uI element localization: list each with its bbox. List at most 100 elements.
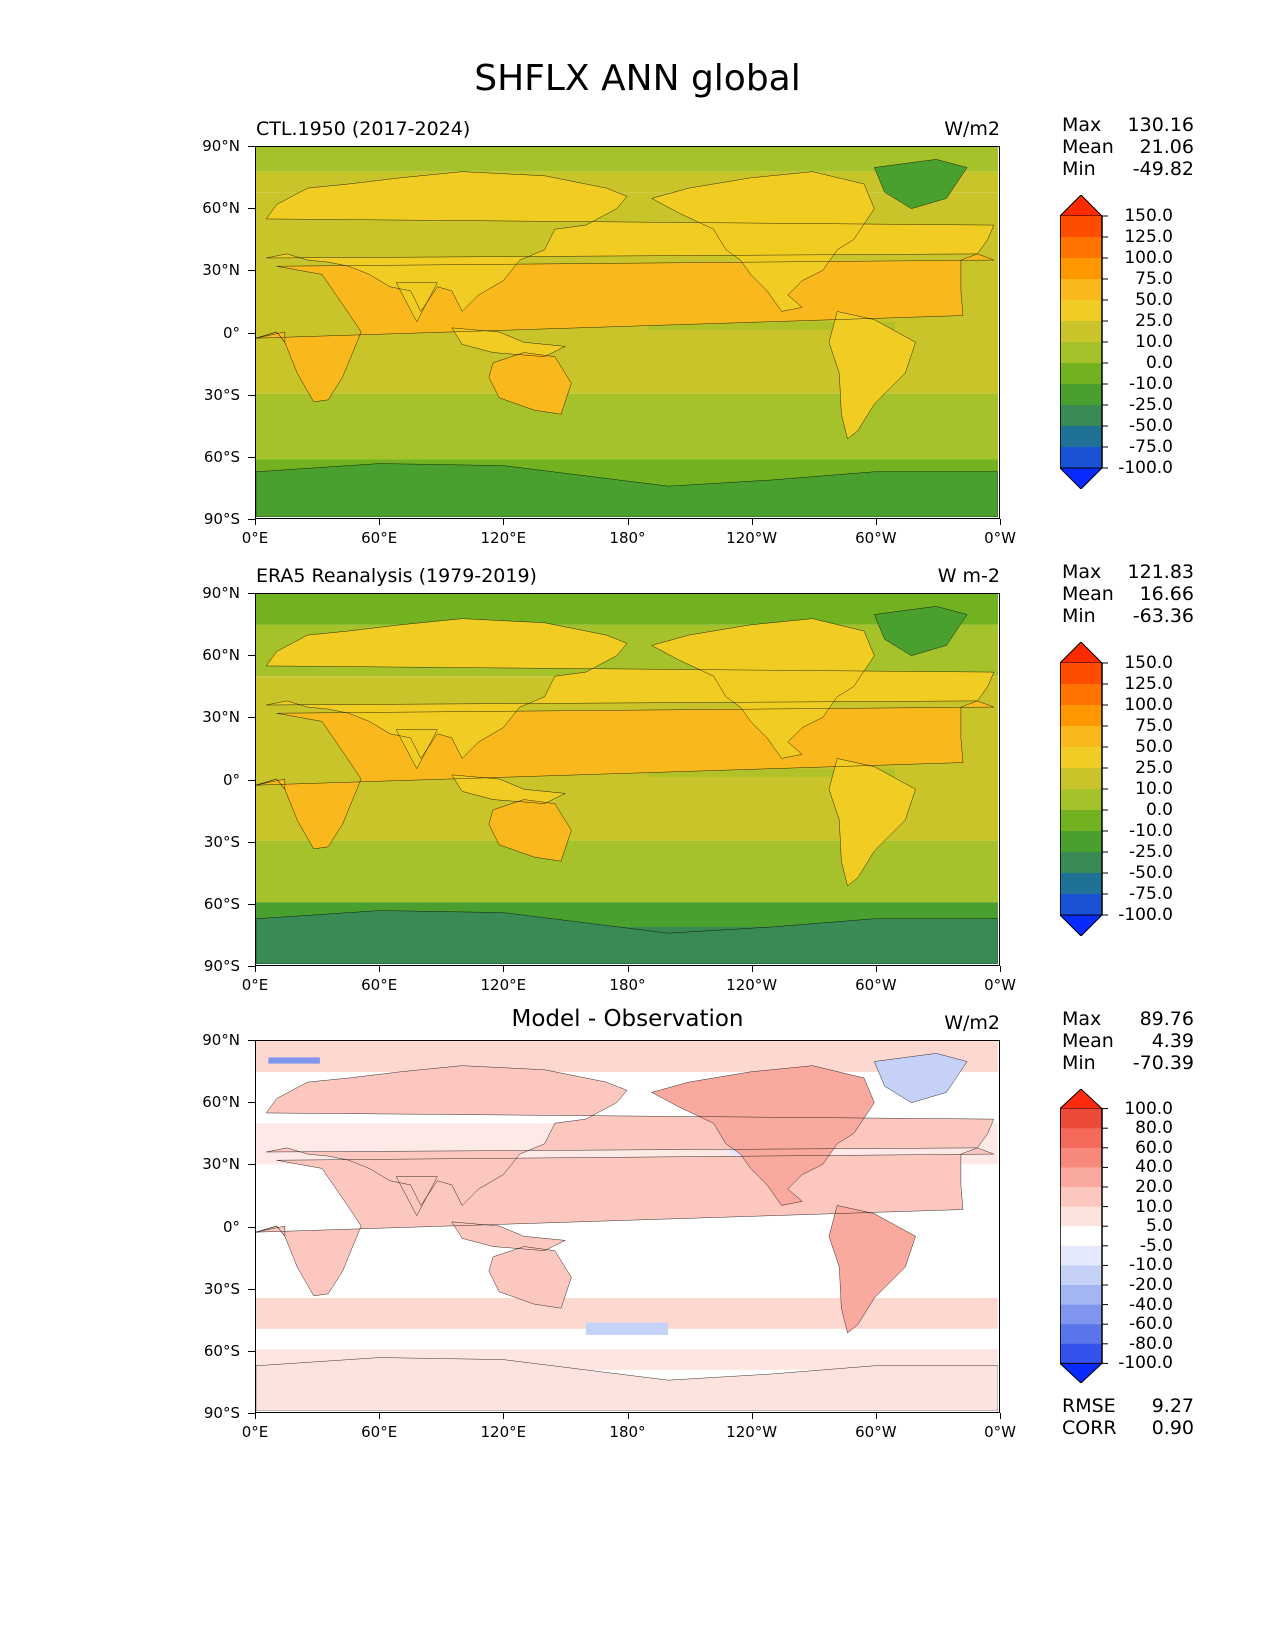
x-tick-label: 0°E <box>241 529 269 547</box>
y-tick-mark <box>248 394 255 396</box>
colorbar-segment <box>1060 663 1102 685</box>
x-tick-label: 0°W <box>984 976 1016 994</box>
x-tick-label: 60°W <box>855 976 897 994</box>
y-tick-label: 90°S <box>203 1404 240 1422</box>
colorbar-segment <box>1060 1245 1102 1266</box>
stat-value: 4.39 <box>1151 1030 1194 1052</box>
x-tick-mark <box>751 519 753 525</box>
x-tick-label: 0°W <box>984 529 1016 547</box>
x-tick-label: 180° <box>609 1423 646 1441</box>
panel-stats: Max 89.76 Mean 4.39 Min -70.39 <box>1062 1008 1194 1074</box>
colorbar-tick-label: 125.0 <box>1124 227 1173 247</box>
x-tick-label: 120°W <box>726 1423 778 1441</box>
y-tick-mark <box>248 270 255 272</box>
stat-label: Max <box>1062 1008 1102 1030</box>
y-tick-mark <box>248 1040 255 1041</box>
x-tick-mark <box>875 966 877 972</box>
colorbar-tick-label: 50.0 <box>1135 737 1173 757</box>
y-tick-mark <box>248 655 255 657</box>
x-tick-mark <box>1000 1413 1001 1419</box>
map-panel <box>255 1040 1000 1413</box>
stat-value: 16.66 <box>1139 583 1194 605</box>
x-tick-label: 120°E <box>480 529 527 547</box>
stat-row: Mean 16.66 <box>1062 583 1194 605</box>
panel-units: W m-2 <box>937 565 1000 587</box>
x-tick-mark <box>751 966 753 972</box>
y-tick-label: 90°S <box>203 510 240 528</box>
colorbar-segment <box>1060 810 1102 832</box>
x-tick-label: 120°W <box>726 976 778 994</box>
stat-value: 21.06 <box>1139 136 1194 158</box>
colorbar-segment <box>1060 1343 1102 1364</box>
colorbar-extend-top <box>1058 641 1104 664</box>
colorbar-extend-bottom <box>1058 914 1104 937</box>
colorbar-tick-label: 5.0 <box>1145 1216 1173 1237</box>
stat-label: CORR <box>1062 1417 1117 1439</box>
y-tick-mark <box>248 208 255 210</box>
y-tick-mark <box>248 1102 255 1104</box>
colorbar-extend-bottom <box>1058 467 1104 490</box>
colorbar-tick-label: 80.0 <box>1135 1118 1173 1139</box>
colorbar-tick-label: 10.0 <box>1135 1196 1173 1217</box>
x-tick-label: 0°W <box>984 1423 1016 1441</box>
colorbar-tick-label: 75.0 <box>1135 269 1173 289</box>
colorbar-segment <box>1060 405 1102 427</box>
x-tick-label: 60°W <box>855 529 897 547</box>
y-tick-label: 60°S <box>203 894 240 913</box>
y-tick-mark <box>248 146 255 147</box>
stat-row: Mean 21.06 <box>1062 136 1194 158</box>
map-field <box>256 594 998 964</box>
colorbar-tick-label: 150.0 <box>1124 206 1173 226</box>
colorbar-segment <box>1060 1206 1102 1227</box>
colorbar-tick-label: 20.0 <box>1135 1177 1173 1197</box>
x-tick-label: 60°E <box>361 1423 398 1441</box>
stat-row: Min -63.36 <box>1062 605 1194 627</box>
stat-label: RMSE <box>1062 1395 1116 1417</box>
stat-row: Mean 4.39 <box>1062 1030 1194 1052</box>
colorbar-tick-label: 100.0 <box>1124 1098 1173 1119</box>
y-tick-mark <box>248 519 255 520</box>
y-tick-mark <box>248 1164 255 1166</box>
colorbar-tick-label: -5.0 <box>1139 1235 1173 1256</box>
colorbar-tick-label: -75.0 <box>1129 437 1173 457</box>
y-tick-mark <box>248 903 255 905</box>
x-tick-mark <box>255 519 256 525</box>
x-tick-mark <box>875 519 877 525</box>
x-tick-label: 60°W <box>855 1423 897 1441</box>
y-tick-label: 30°S <box>203 832 240 851</box>
colorbar-tick-label: -50.0 <box>1129 863 1173 883</box>
y-tick-mark <box>248 1226 255 1228</box>
x-tick-label: 0°E <box>241 976 269 994</box>
panel-title-left: CTL.1950 (2017-2024) <box>256 118 471 140</box>
panel-title-left: ERA5 Reanalysis (1979-2019) <box>256 565 537 587</box>
stat-label: Min <box>1062 605 1096 627</box>
colorbar-tick-label: -100.0 <box>1118 905 1173 925</box>
y-tick-mark <box>248 1350 255 1352</box>
colorbar-tick-label: 10.0 <box>1135 779 1173 799</box>
colorbar-tick-label: -50.0 <box>1129 416 1173 436</box>
map-field <box>256 147 998 517</box>
x-tick-mark <box>751 1413 753 1419</box>
colorbar-tick-label: 25.0 <box>1135 758 1173 778</box>
y-tick-label: 0° <box>222 323 240 342</box>
colorbar-tick-label: -25.0 <box>1129 842 1173 862</box>
colorbar-segment <box>1060 237 1102 259</box>
colorbar-segment <box>1060 1128 1102 1149</box>
colorbar-tick-label: 100.0 <box>1124 248 1173 268</box>
colorbar-tick-label: -25.0 <box>1129 395 1173 415</box>
stat-value: -70.39 <box>1132 1052 1194 1074</box>
colorbar-tick-label: 150.0 <box>1124 653 1173 673</box>
x-tick-mark <box>503 519 505 525</box>
stat-label: Mean <box>1062 136 1114 158</box>
colorbar: 100.0 80.0 60.0 40.0 20.0 10.0 5.0 -5.0 -10.0 -20… <box>1058 1088 1173 1384</box>
colorbar-segment <box>1060 300 1102 322</box>
colorbar-tick-label: 10.0 <box>1135 332 1173 352</box>
colorbar-segment <box>1060 363 1102 385</box>
colorbar-tick-label: 0.0 <box>1145 353 1173 373</box>
y-tick-label: 0° <box>222 770 240 789</box>
colorbar-segment <box>1060 279 1102 301</box>
y-tick-label: 30°N <box>202 1155 240 1174</box>
y-tick-label: 60°N <box>202 646 240 665</box>
x-tick-mark <box>627 966 629 972</box>
panel-stats: Max 121.83 Mean 16.66 Min -63.36 <box>1062 561 1194 627</box>
